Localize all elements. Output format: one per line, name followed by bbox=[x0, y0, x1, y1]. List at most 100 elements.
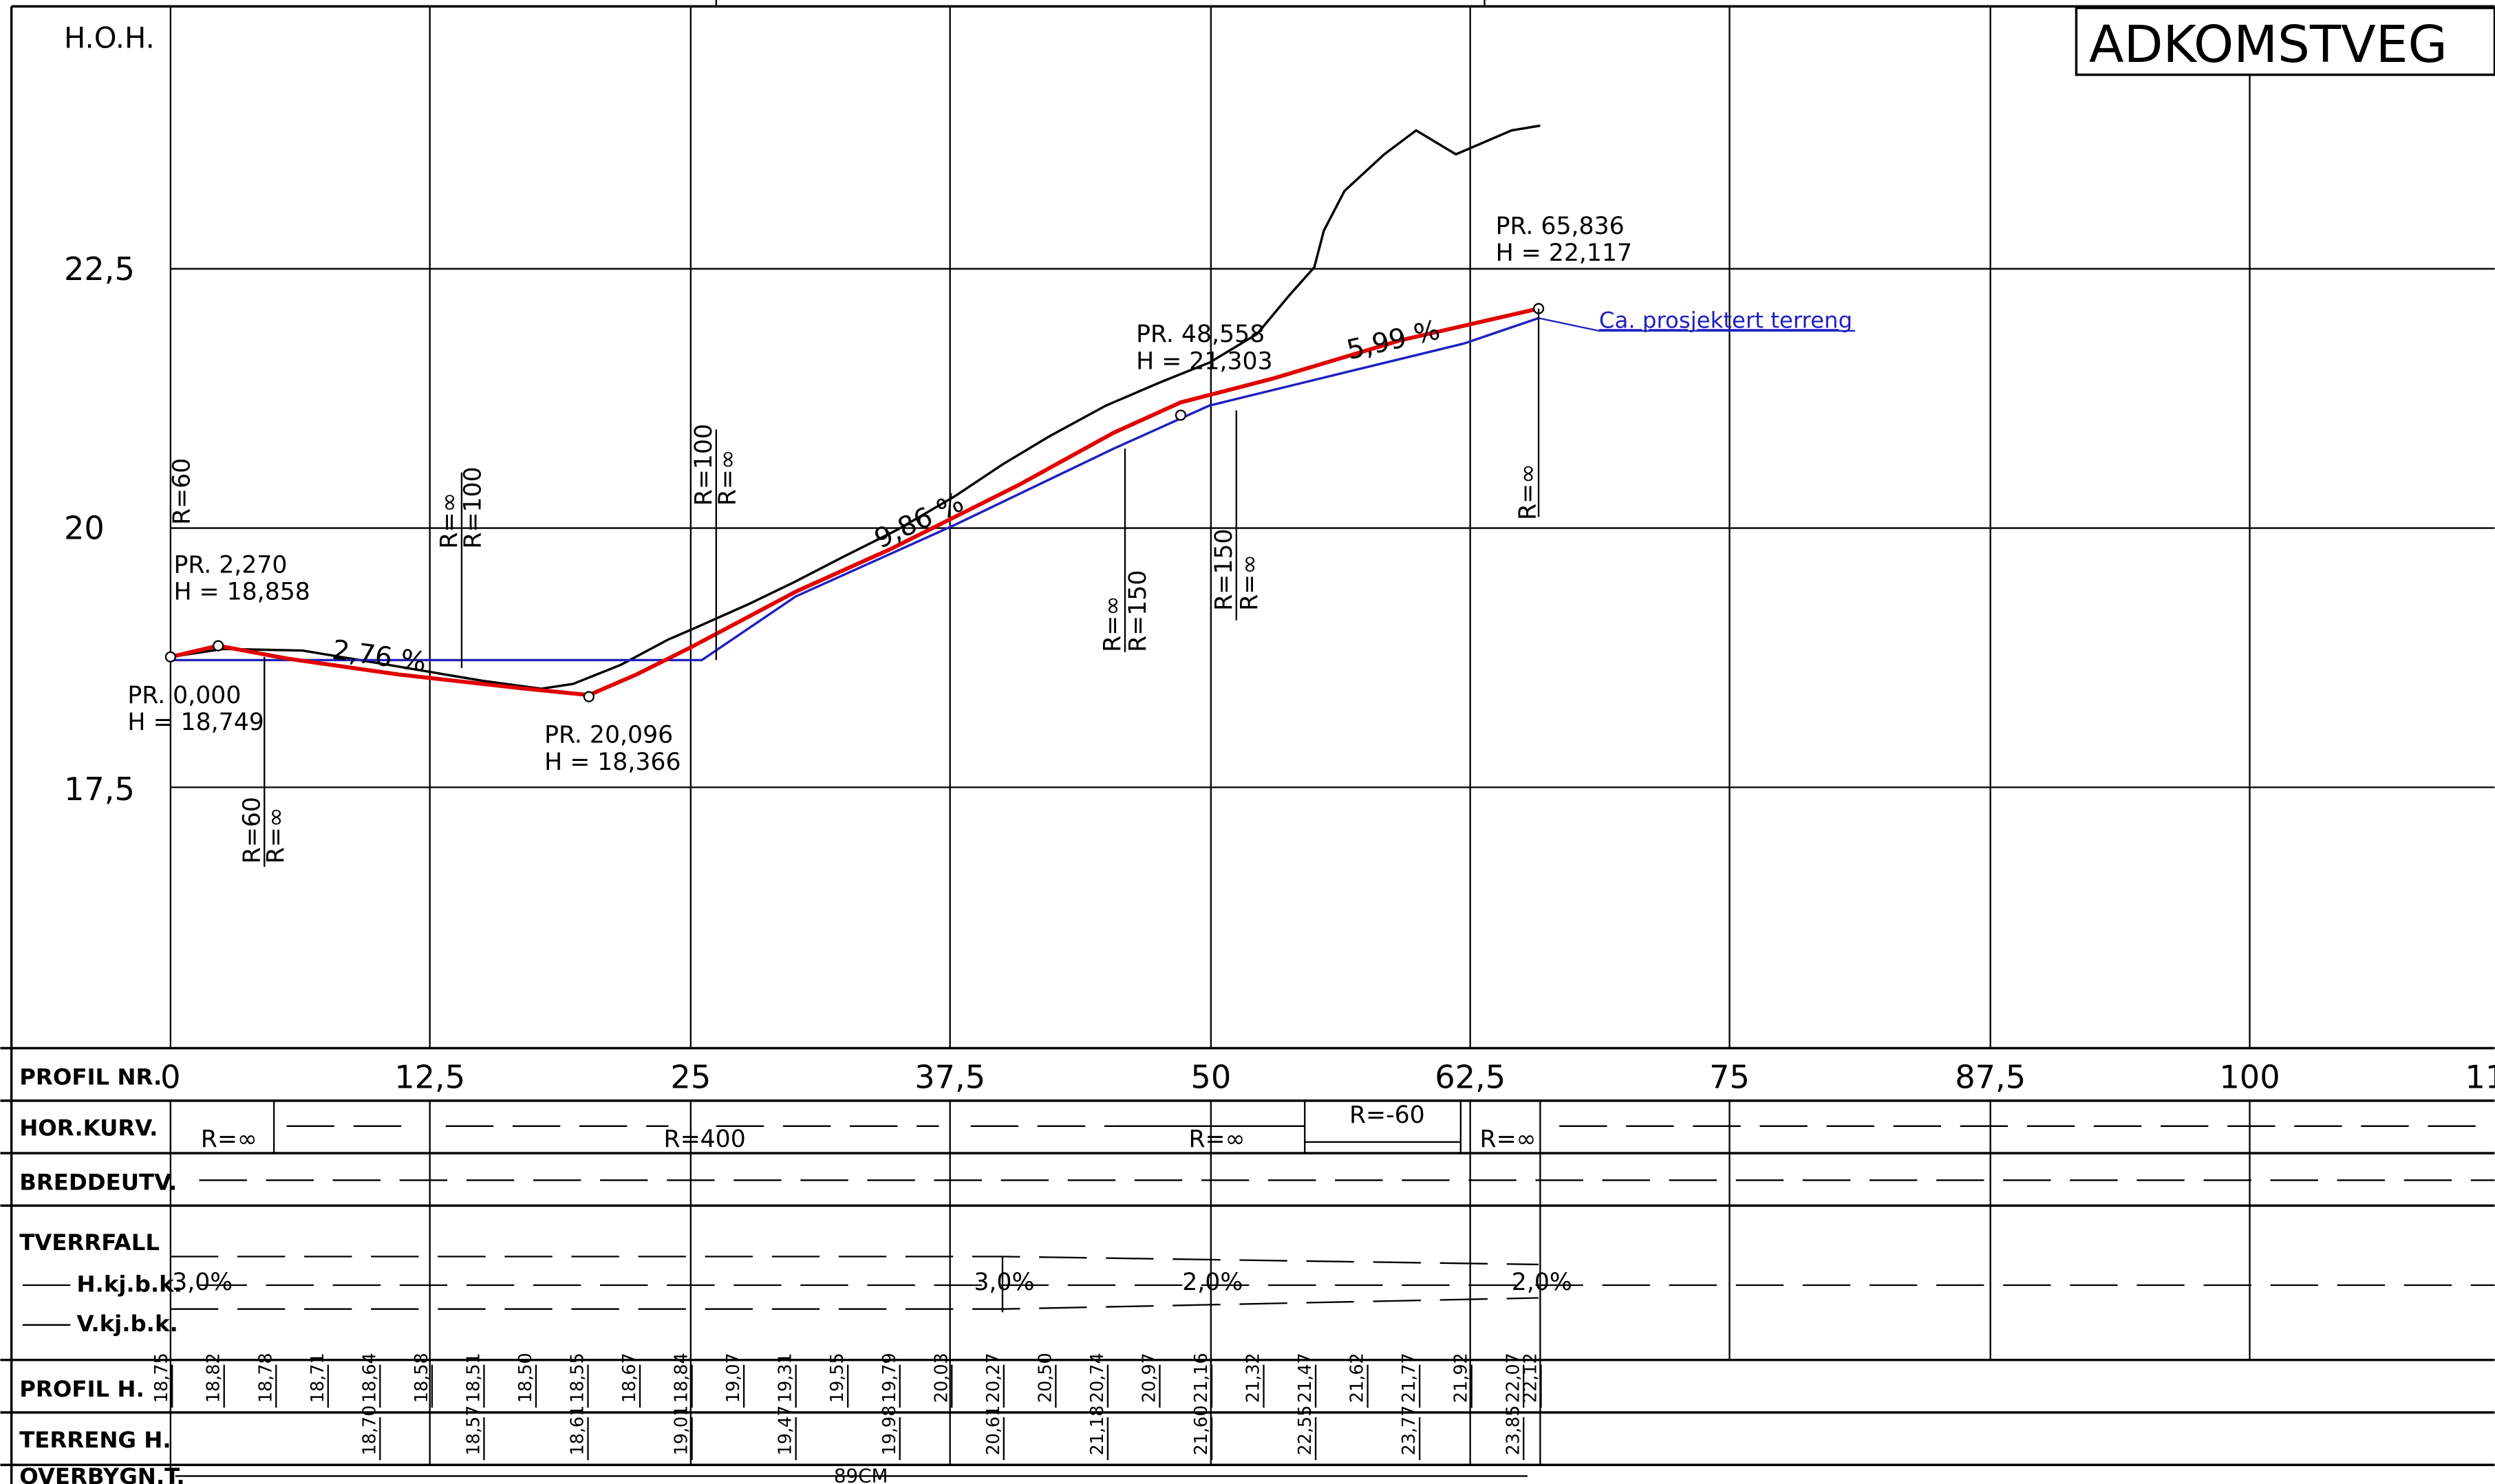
station-label: PR. 48,558 bbox=[1136, 321, 1265, 348]
terrain-height: 19,47 bbox=[775, 1406, 795, 1456]
height-label: H = 18,858 bbox=[173, 579, 310, 606]
annotation: Ca. prosjektert terreng bbox=[1599, 307, 1852, 333]
curve-value: R=-60 bbox=[1349, 1101, 1425, 1129]
profile-height: 22,12 bbox=[1520, 1353, 1541, 1403]
x-tick-label: 75 bbox=[1709, 1058, 1750, 1095]
curve-label: R=∞ bbox=[1514, 464, 1541, 520]
bottom-line bbox=[170, 316, 1539, 662]
profile-height: 18,78 bbox=[255, 1353, 275, 1403]
curve-ticks bbox=[264, 308, 1540, 1313]
x-tick-label: 100 bbox=[2219, 1058, 2280, 1095]
profile-height: 21,77 bbox=[1398, 1353, 1419, 1403]
tverrfall-lines bbox=[170, 1256, 1539, 1310]
profile-height: 21,92 bbox=[1450, 1353, 1471, 1403]
row-label: PROFIL NR. bbox=[19, 1064, 162, 1090]
x-tick-label: 25 bbox=[670, 1058, 711, 1095]
row-label: H.kj.b.k. bbox=[76, 1271, 182, 1297]
curve-label: R=60 bbox=[169, 458, 196, 525]
profile-height: 18,82 bbox=[203, 1353, 224, 1403]
curve-value: R=∞ bbox=[1188, 1126, 1245, 1153]
legend-dashes bbox=[22, 1284, 71, 1326]
profile-height: 21,47 bbox=[1294, 1353, 1315, 1403]
profile-height: 20,74 bbox=[1086, 1353, 1107, 1403]
terrain-height: 18,61 bbox=[567, 1406, 588, 1456]
terrain-height: 18,70 bbox=[358, 1406, 379, 1456]
terrain-height: 19,98 bbox=[879, 1406, 899, 1456]
curve-label: R=60 bbox=[238, 797, 266, 863]
row-label: OVERBYGN.T. bbox=[19, 1463, 184, 1484]
dash-lines bbox=[199, 1125, 2495, 1287]
row-label: HOR.KURV. bbox=[19, 1115, 158, 1141]
profile-height: 20,50 bbox=[1034, 1353, 1055, 1403]
profile-height: 20,03 bbox=[930, 1353, 951, 1403]
y-tick-label: 17,5 bbox=[64, 771, 135, 808]
row-label: TERRENG H. bbox=[19, 1427, 171, 1453]
crossfall-label: 3,0% bbox=[974, 1269, 1034, 1296]
row-label: BREDDEUTV. bbox=[19, 1169, 177, 1195]
curve-label: R=100 bbox=[460, 466, 487, 548]
profile-height: 20,27 bbox=[983, 1353, 1003, 1403]
terrain-height: 21,18 bbox=[1086, 1406, 1107, 1456]
title: ADKOMSTVEG bbox=[2089, 15, 2448, 74]
x-tick-label: 112,5 bbox=[2465, 1058, 2495, 1095]
terrain-height: 19,01 bbox=[671, 1406, 692, 1456]
profile-height: 19,79 bbox=[879, 1353, 899, 1403]
height-label: H = 18,366 bbox=[544, 749, 681, 776]
curve-markers bbox=[169, 1100, 1528, 1477]
height-label: H = 21,303 bbox=[1136, 347, 1272, 375]
y-tick-label: 22,5 bbox=[64, 250, 135, 288]
profile-height: 18,84 bbox=[671, 1353, 692, 1403]
terrain-height: 18,57 bbox=[462, 1406, 483, 1456]
curve-label: R=150 bbox=[1124, 570, 1152, 652]
curve-label: R=150 bbox=[1210, 528, 1238, 610]
curve-label: R=∞ bbox=[1099, 596, 1126, 652]
profile-height: 18,51 bbox=[462, 1353, 483, 1403]
crossfall-label: 3,0% bbox=[172, 1269, 233, 1296]
profile-height: 18,75 bbox=[151, 1353, 171, 1403]
terrain-height: 23,77 bbox=[1398, 1406, 1419, 1456]
profile-height: 21,62 bbox=[1347, 1353, 1367, 1403]
profile-height: 18,67 bbox=[619, 1353, 639, 1403]
profile-height: 18,64 bbox=[358, 1353, 379, 1403]
y-label: H.O.H. bbox=[64, 21, 155, 54]
curve-label: R=∞ bbox=[714, 449, 742, 506]
x-tick-label: 87,5 bbox=[1955, 1058, 2026, 1095]
curve-value: R=∞ bbox=[1480, 1126, 1536, 1153]
terrain-height: 20,61 bbox=[983, 1406, 1003, 1456]
curve-value: R=400 bbox=[664, 1126, 746, 1153]
curve-label: R=∞ bbox=[262, 807, 290, 863]
station-label: PR. 2,270 bbox=[173, 551, 287, 579]
profile-height: 18,71 bbox=[307, 1353, 328, 1403]
row-label: TVERRFALL bbox=[19, 1229, 160, 1256]
terrain-height: 22,55 bbox=[1294, 1406, 1315, 1456]
nodes bbox=[164, 303, 1545, 702]
station-label: PR. 20,096 bbox=[544, 722, 673, 749]
frame bbox=[0, 5, 2495, 1484]
height-label: H = 22,117 bbox=[1496, 239, 1632, 267]
profile-height: 21,16 bbox=[1190, 1353, 1211, 1403]
y-tick-label: 20 bbox=[64, 510, 105, 547]
x-tick-label: 12,5 bbox=[394, 1058, 465, 1095]
crossfall-label: 2,0% bbox=[1512, 1269, 1572, 1296]
overbygn-label: 89CM bbox=[834, 1465, 888, 1484]
profile-height: 19,31 bbox=[775, 1353, 795, 1403]
profile-height: 22,07 bbox=[1502, 1353, 1523, 1403]
profile-height: 19,07 bbox=[722, 1353, 743, 1403]
profile-height: 19,55 bbox=[826, 1353, 847, 1403]
crossfall-label: 2,0% bbox=[1182, 1269, 1243, 1296]
terrain-height: 21,60 bbox=[1190, 1406, 1211, 1456]
row-label: V.kj.b.k. bbox=[76, 1311, 178, 1337]
profile-height: 18,50 bbox=[515, 1353, 535, 1403]
profile-height: 18,55 bbox=[567, 1353, 588, 1403]
x-tick-label: 62,5 bbox=[1435, 1058, 1506, 1095]
height-label: H = 18,749 bbox=[127, 709, 264, 736]
row-label: PROFIL H. bbox=[19, 1376, 144, 1402]
station-label: PR. 65,836 bbox=[1496, 213, 1625, 240]
terrain-height: 23,85 bbox=[1502, 1406, 1523, 1456]
curve-label: R=100 bbox=[690, 424, 718, 506]
x-tick-label: 0 bbox=[160, 1058, 180, 1095]
leader-line bbox=[1538, 317, 1856, 332]
profile-height: 20,97 bbox=[1139, 1353, 1159, 1403]
